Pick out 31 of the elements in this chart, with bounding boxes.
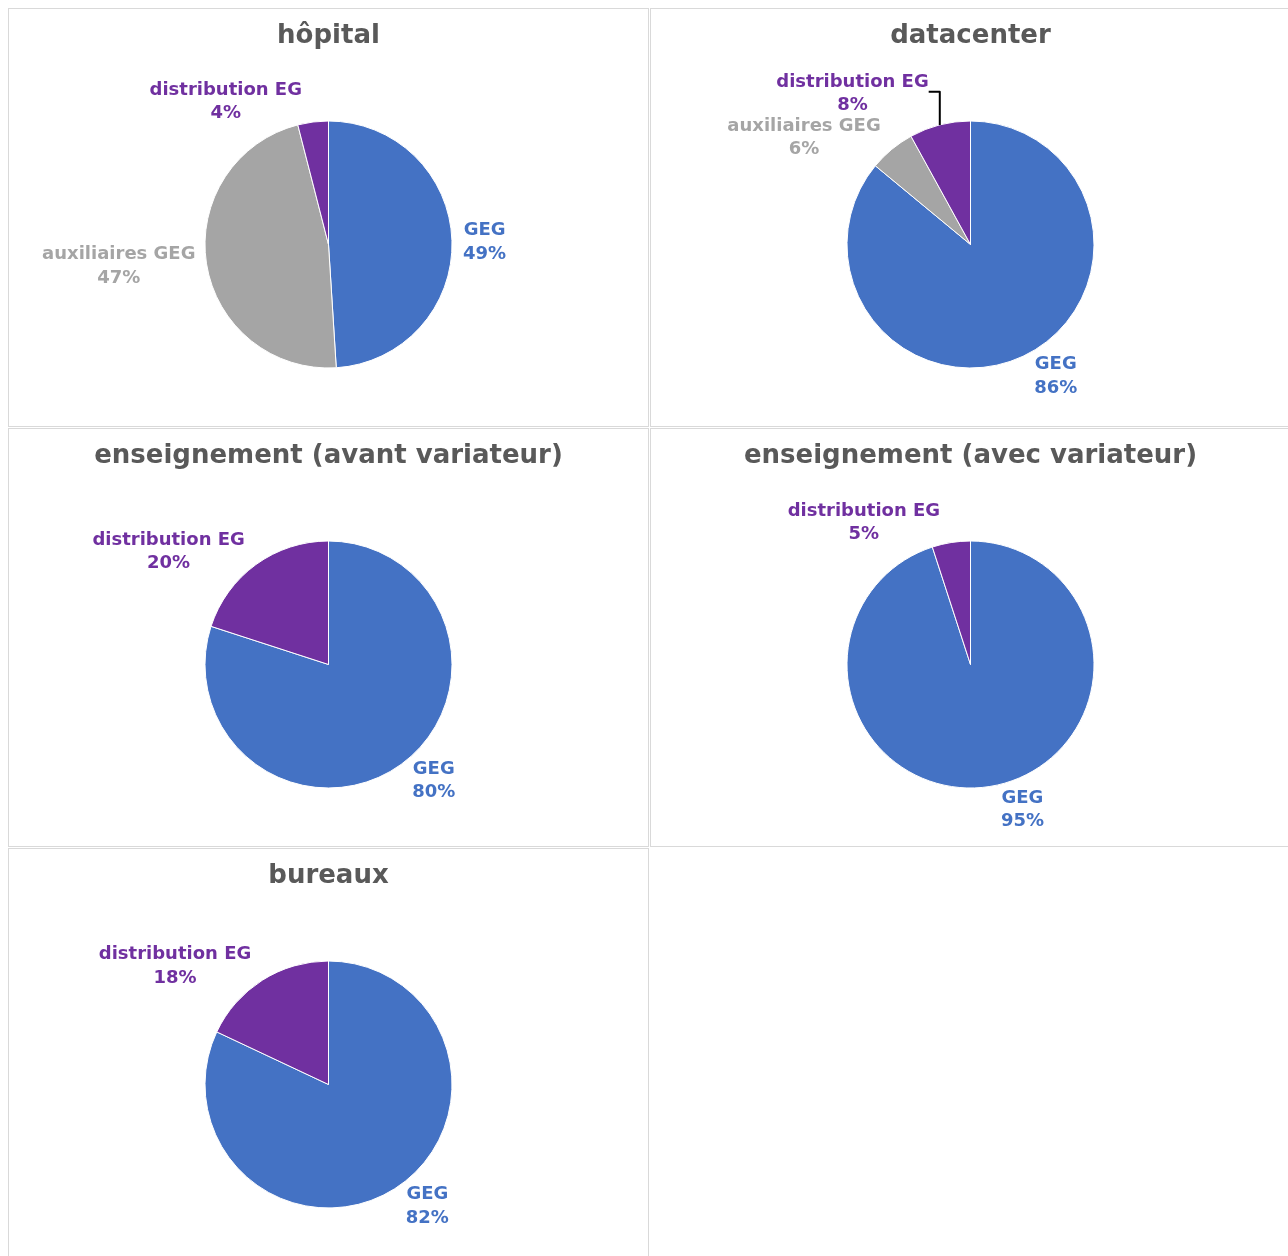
data-label: 86% [1034, 375, 1078, 397]
slice-label: distribution EG [92, 527, 245, 549]
chart-title: datacenter [890, 19, 1051, 50]
slice-label: GEG [463, 218, 506, 240]
slice-label: auxiliaires GEG [727, 113, 881, 135]
slice-label: GEG [1034, 352, 1077, 374]
pie-slice [204, 960, 453, 1209]
pie-slice [846, 540, 1095, 789]
data-label: 18% [153, 965, 197, 987]
slice-label: auxiliaires GEG [42, 242, 196, 264]
data-label: 82% [405, 1205, 449, 1227]
data-label: 4% [210, 101, 241, 123]
slice-label: GEG [412, 756, 455, 778]
slice-label: distribution EG [98, 942, 252, 964]
slice-label: GEG [406, 1182, 449, 1204]
chart-title: enseignement (avec variateur) [743, 439, 1198, 470]
data-label: 8% [837, 92, 868, 114]
data-label: 80% [412, 780, 456, 802]
data-label: 6% [788, 137, 820, 159]
data-label: 5% [848, 522, 880, 544]
data-label: 95% [1000, 809, 1045, 831]
slice-label: GEG [1001, 785, 1044, 807]
chart-title: hôpital [277, 19, 380, 50]
data-label: 49% [463, 241, 507, 263]
data-label: 47% [97, 265, 141, 287]
data-label: 20% [147, 551, 191, 573]
slice-label: distribution EG [149, 77, 302, 99]
slice-label: distribution EG [787, 498, 941, 520]
chart-title: bureaux [268, 859, 389, 890]
slice-label: distribution EG [776, 69, 929, 91]
chart-title: enseignement (avant variateur) [94, 439, 563, 470]
